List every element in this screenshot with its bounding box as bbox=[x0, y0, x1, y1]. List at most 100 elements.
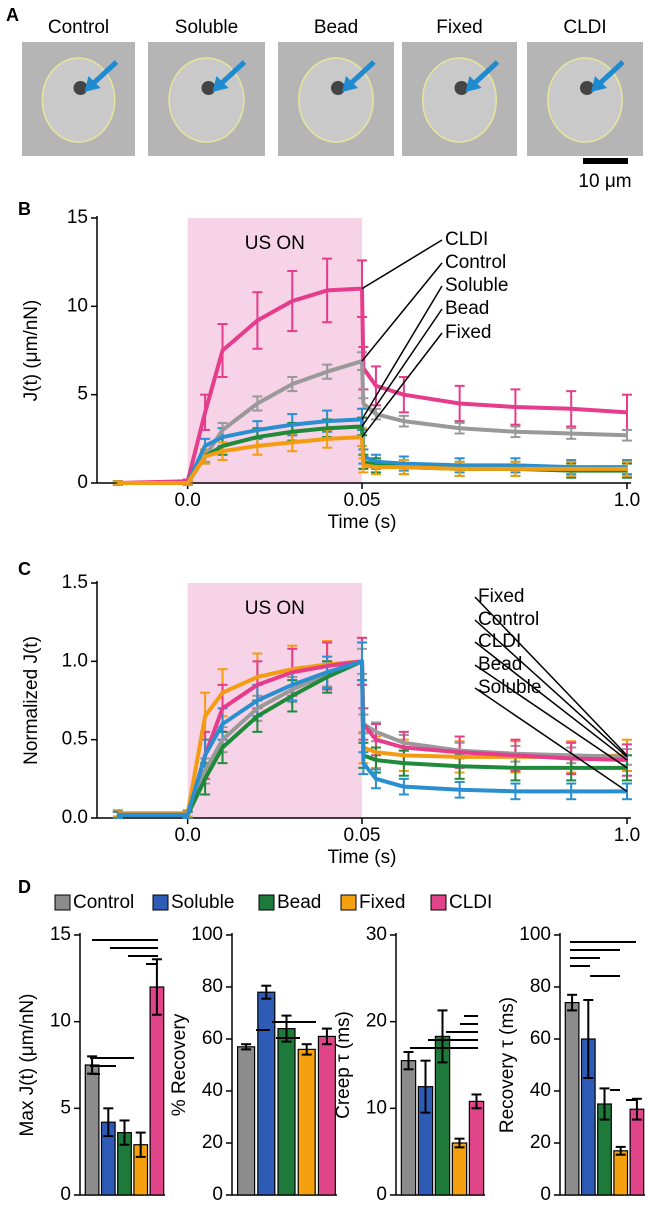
error-bar bbox=[151, 958, 162, 1016]
bead bbox=[201, 81, 216, 95]
series-line bbox=[117, 286, 628, 485]
arrow-head bbox=[212, 76, 229, 92]
y-tick-label: 15 bbox=[67, 207, 88, 228]
arrow bbox=[216, 60, 247, 88]
error-bar bbox=[437, 1009, 448, 1064]
y-tick-label: 10 bbox=[50, 1011, 71, 1032]
y-tick-label: 5 bbox=[60, 1097, 71, 1118]
arrow-head bbox=[84, 76, 101, 92]
y-tick-label: 1.5 bbox=[62, 572, 88, 593]
x-tick-label: 0.0 bbox=[174, 490, 200, 511]
leader-line bbox=[474, 641, 628, 761]
series-label: Control bbox=[445, 252, 506, 273]
image-label: Bead bbox=[314, 17, 358, 38]
y-tick-label: 15 bbox=[50, 924, 71, 945]
arrow bbox=[469, 60, 500, 88]
error-bar bbox=[420, 1059, 431, 1114]
x-tick-label: 0.05 bbox=[344, 825, 381, 846]
series-label: Fixed bbox=[445, 322, 491, 343]
x-tick-label: 0.0 bbox=[174, 825, 200, 846]
series-label: Bead bbox=[478, 654, 522, 675]
error-bar bbox=[631, 1097, 642, 1121]
y-axis-label: % Recovery bbox=[169, 1013, 190, 1116]
bar bbox=[84, 1064, 100, 1196]
image-label: CLDI bbox=[563, 17, 606, 38]
panel-letter: D bbox=[18, 877, 31, 897]
legend-label: Bead bbox=[277, 892, 321, 913]
error-bar bbox=[103, 1107, 114, 1138]
arrow-head bbox=[465, 76, 482, 92]
error-bar bbox=[583, 999, 594, 1079]
series-label: Bead bbox=[445, 298, 489, 319]
error-bar bbox=[321, 1027, 332, 1046]
bar bbox=[613, 1150, 629, 1196]
legend-label: Soluble bbox=[171, 892, 234, 913]
cell-image bbox=[278, 42, 394, 156]
series-label: Soluble bbox=[478, 677, 541, 698]
bar bbox=[297, 1048, 316, 1196]
bar bbox=[629, 1108, 645, 1196]
series-line bbox=[117, 659, 627, 817]
y-axis-label: Recovery τ (ms) bbox=[497, 997, 518, 1133]
bead bbox=[580, 81, 594, 95]
image-label: Control bbox=[48, 17, 109, 38]
scale-bar-label: 10 μm bbox=[578, 171, 631, 192]
arrow-head bbox=[342, 76, 358, 92]
y-tick-label: 0 bbox=[60, 1184, 71, 1205]
image-label: Fixed bbox=[436, 17, 482, 38]
arrow-head bbox=[591, 76, 607, 92]
series-label: CLDI bbox=[445, 229, 488, 250]
y-tick-label: 10 bbox=[366, 1097, 387, 1118]
y-tick-label: 80 bbox=[202, 976, 223, 997]
cell-image bbox=[527, 42, 643, 156]
y-tick-label: 20 bbox=[530, 1132, 551, 1153]
cell-image bbox=[148, 42, 265, 156]
error-bar bbox=[241, 1043, 252, 1051]
bar bbox=[277, 1027, 296, 1196]
panel-letter: A bbox=[6, 5, 19, 25]
y-tick-label: 20 bbox=[366, 1011, 387, 1032]
y-tick-label: 0.0 bbox=[62, 807, 88, 828]
error-bar bbox=[135, 1131, 146, 1158]
bar bbox=[468, 1100, 485, 1196]
annotation: US ON bbox=[245, 598, 305, 619]
image-label: Soluble bbox=[175, 17, 238, 38]
y-tick-label: 80 bbox=[530, 976, 551, 997]
cell-image bbox=[402, 42, 517, 156]
legend-swatch bbox=[430, 894, 447, 911]
error-bar bbox=[615, 1145, 626, 1156]
series-label: Fixed bbox=[478, 586, 524, 607]
y-tick-label: 20 bbox=[202, 1132, 223, 1153]
arrow bbox=[595, 60, 625, 88]
error-bar bbox=[567, 993, 578, 1012]
legend-swatch bbox=[258, 894, 275, 911]
legend-label: Control bbox=[73, 892, 134, 913]
x-tick-label: 1.0 bbox=[614, 825, 640, 846]
error-bar bbox=[301, 1043, 312, 1056]
panel-letter: C bbox=[18, 559, 31, 579]
y-tick-label: 100 bbox=[519, 924, 551, 945]
y-tick-label: 10 bbox=[67, 295, 88, 316]
leader-line bbox=[474, 596, 628, 756]
bar bbox=[149, 986, 165, 1196]
series-label: CLDI bbox=[478, 631, 521, 652]
leader-line bbox=[361, 332, 443, 438]
legend-label: CLDI bbox=[449, 892, 492, 913]
y-axis-label: Normalized J(t) bbox=[21, 636, 42, 765]
panel-letter: B bbox=[18, 199, 31, 219]
error-bar bbox=[599, 1087, 610, 1121]
leader-line bbox=[361, 308, 443, 427]
legend-swatch bbox=[340, 894, 357, 911]
y-tick-label: 30 bbox=[366, 924, 387, 945]
y-tick-label: 1.0 bbox=[62, 650, 88, 671]
error-bar bbox=[261, 984, 272, 1000]
error-bar bbox=[403, 1051, 414, 1071]
series-label: Soluble bbox=[445, 275, 508, 296]
y-axis-label: Max J(t) (μm/nN) bbox=[17, 994, 38, 1137]
bar bbox=[564, 1001, 580, 1196]
bar bbox=[451, 1142, 468, 1196]
y-tick-label: 0 bbox=[540, 1184, 551, 1205]
leader-line bbox=[361, 285, 443, 420]
y-axis-label: Creep τ (ms) bbox=[333, 1011, 354, 1119]
